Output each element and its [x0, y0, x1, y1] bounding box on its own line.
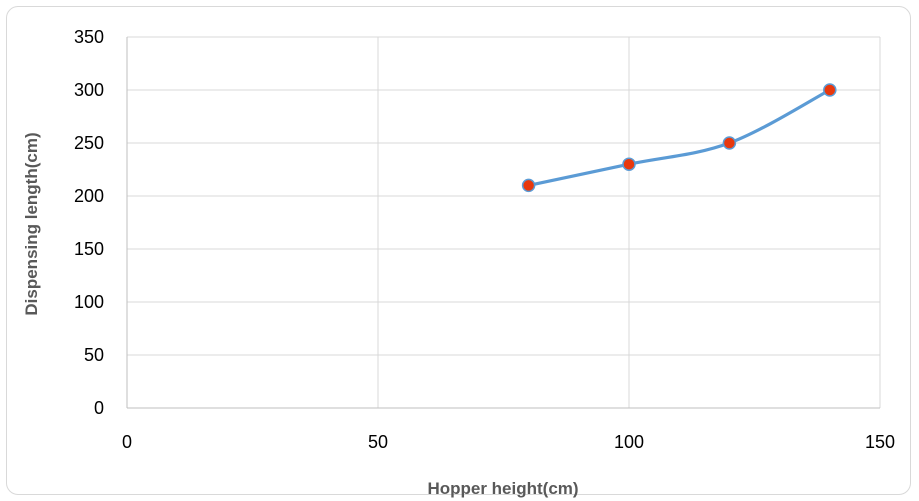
- axes: [126, 37, 880, 409]
- y-tick-label: 150: [74, 239, 104, 259]
- data-point: [622, 157, 636, 171]
- series-group: [521, 83, 837, 193]
- data-point: [823, 83, 837, 97]
- x-tick-label: 0: [122, 432, 132, 452]
- x-tick-label: 50: [368, 432, 388, 452]
- x-tick-label: 150: [865, 432, 895, 452]
- y-tick-label: 200: [74, 186, 104, 206]
- x-axis-title: Hopper height(cm): [427, 479, 578, 498]
- y-tick-label: 50: [84, 345, 104, 365]
- series-line: [527, 88, 832, 187]
- y-tick-label: 250: [74, 133, 104, 153]
- y-tick-label: 0: [94, 398, 104, 418]
- gridlines: [127, 36, 881, 408]
- y-tick-label: 100: [74, 292, 104, 312]
- chart-frame: [6, 6, 911, 495]
- y-tick-label: 350: [74, 27, 104, 47]
- data-point: [722, 136, 737, 150]
- x-tick-labels: 0 50 100 150: [122, 432, 895, 452]
- y-tick-label: 300: [74, 80, 104, 100]
- y-tick-labels: 0 50 100 150 200 250 300 350: [74, 27, 104, 418]
- data-point: [521, 178, 536, 193]
- x-tick-label: 100: [614, 432, 644, 452]
- y-axis-title: Dispensing length(cm): [22, 132, 41, 315]
